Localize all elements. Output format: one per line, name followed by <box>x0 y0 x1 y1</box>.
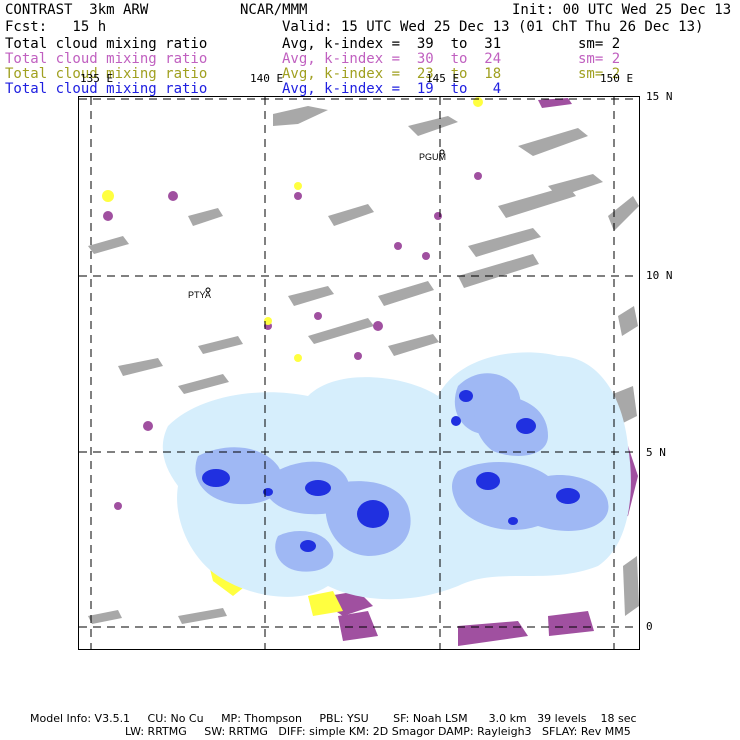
field-name-4: Total cloud mixing ratio <box>5 81 208 97</box>
field-stat-1: Avg, k-index = 39 to 31 <box>282 36 502 52</box>
field-sm-1: sm= 2 <box>578 36 621 52</box>
lon-label-140: 140 E <box>250 72 284 85</box>
field-sm-2: sm= 2 <box>578 51 621 67</box>
field-stat-3: Avg, k-index = 23 to 18 <box>282 66 502 82</box>
lon-label-145: 145 E <box>426 72 460 85</box>
lat-label-0: 0 <box>646 620 653 633</box>
lat-label-15n: 15 N <box>646 90 673 103</box>
station-label-pgum: PGUM <box>419 152 446 162</box>
station-label-ptya: PTYA <box>188 290 211 300</box>
field-name-3: Total cloud mixing ratio <box>5 66 208 82</box>
weather-map: PGUM PTYA <box>78 96 640 650</box>
field-stat-4: Avg, k-index = 19 to 4 <box>282 81 502 97</box>
field-stat-2: Avg, k-index = 30 to 24 <box>282 51 502 67</box>
forecast-hour: Fcst: 15 h <box>5 19 107 35</box>
init-time: Init: 00 UTC Wed 25 Dec 13 <box>512 2 732 18</box>
mid-blue-cloud-cores <box>195 373 609 572</box>
field-name-1: Total cloud mixing ratio <box>5 36 208 52</box>
dark-blue-cloud-cores <box>202 390 580 552</box>
org-label: NCAR/MMM <box>240 2 308 18</box>
lon-label-150: 150 E <box>600 72 634 85</box>
station-ptya: PTYA <box>188 287 211 300</box>
model-info-line-1: Model Info: V3.5.1 CU: No Cu MP: Thompso… <box>30 712 637 725</box>
model-info-line-2: LW: RRTMG SW: RRTMG DIFF: simple KM: 2D … <box>125 725 631 738</box>
graticule <box>79 97 639 649</box>
station-pgum: PGUM <box>419 149 446 162</box>
model-title: CONTRAST 3km ARW <box>5 2 149 18</box>
valid-time: Valid: 15 UTC Wed 25 Dec 13 (01 ChT Thu … <box>282 19 704 35</box>
field-name-2: Total cloud mixing ratio <box>5 51 208 67</box>
lat-label-5n: 5 N <box>646 446 666 459</box>
field-sm-3: sm= 2 <box>578 66 621 82</box>
lon-label-135: 135 E <box>80 72 114 85</box>
lat-label-10n: 10 N <box>646 269 673 282</box>
